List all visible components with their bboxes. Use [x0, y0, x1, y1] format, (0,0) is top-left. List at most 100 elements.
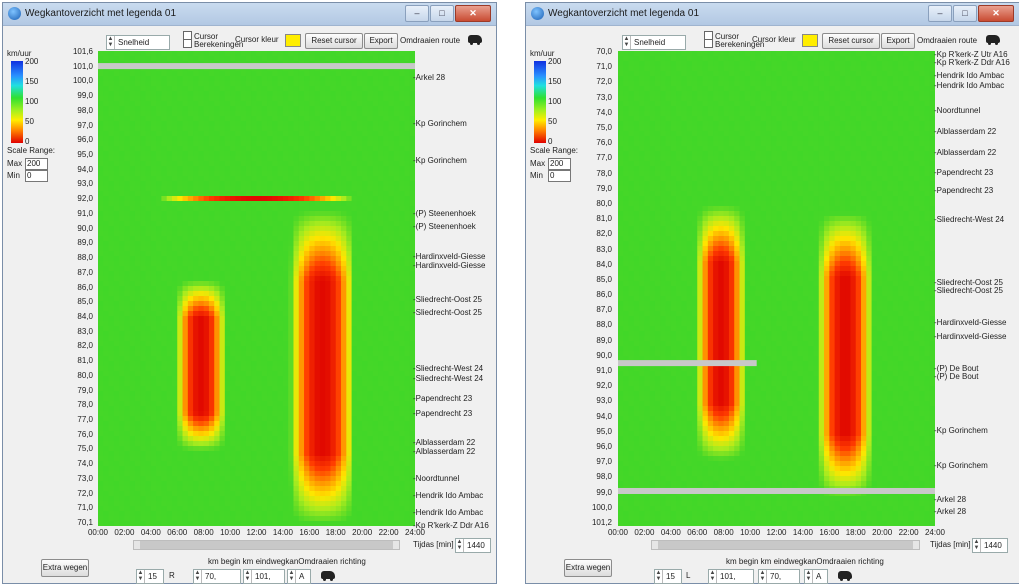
- heatmap-cell: [267, 116, 273, 122]
- heatmap-cell: [409, 396, 415, 402]
- heatmap-cell: [367, 301, 374, 307]
- heatmap-cell: [103, 171, 110, 177]
- heatmap-cell: [208, 236, 215, 242]
- heatmap-cell: [208, 186, 215, 192]
- heatmap-cell: [367, 201, 374, 207]
- heatmap-cell: [256, 201, 263, 207]
- heatmap-cell: [319, 371, 326, 377]
- heatmap-cell: [208, 116, 215, 122]
- heatmap-cell: [214, 386, 221, 392]
- heatmap-cell: [346, 246, 353, 252]
- heatmap-cell: [230, 261, 236, 267]
- heatmap-cell: [272, 261, 279, 267]
- heatmap-cell: [378, 106, 384, 112]
- heatmap-cell: [261, 411, 268, 417]
- heatmap-cell: [409, 151, 415, 157]
- heatmap-cell: [171, 331, 178, 337]
- heatmap-cell: [335, 411, 342, 417]
- heatmap-cell: [404, 146, 411, 152]
- heatmap-cell: [393, 171, 400, 177]
- heatmap-cell: [108, 411, 115, 417]
- heatmap-cell: [98, 426, 104, 432]
- heatmap-cell: [319, 121, 326, 127]
- close-button[interactable]: ✕: [455, 5, 491, 22]
- heatmap-cell: [103, 311, 110, 317]
- heatmap-cell: [399, 351, 406, 357]
- heatmap-cell: [267, 161, 273, 167]
- heatmap-cell: [383, 141, 390, 147]
- heatmap-cell: [177, 311, 184, 317]
- heatmap-cell: [150, 261, 157, 267]
- heatmap-cell: [150, 116, 157, 122]
- heatmap-cell: [98, 51, 104, 57]
- heatmap-cell: [219, 276, 226, 282]
- heatmap-cell: [235, 436, 242, 442]
- heatmap-cell: [103, 216, 110, 222]
- cursor-color-swatch[interactable]: [285, 34, 301, 47]
- heatmap-cell: [224, 326, 231, 332]
- heatmap-cell: [372, 76, 379, 82]
- heatmap-cell: [219, 241, 226, 247]
- heatmap-cell: [388, 281, 395, 287]
- heatmap-cell: [267, 341, 273, 347]
- measure-select[interactable]: ▲ ▼ Snelheid: [106, 35, 170, 50]
- heatmap-cell: [224, 211, 231, 217]
- heatmap-cell: [330, 456, 337, 462]
- heatmap-cell: [171, 381, 178, 387]
- heatmap-cell: [272, 451, 279, 457]
- heatmap-cell: [230, 126, 236, 132]
- max-input[interactable]: 200: [25, 158, 48, 170]
- spinner-arrows-icon[interactable]: ▲ ▼: [107, 36, 115, 49]
- berekeningen-checkbox[interactable]: Berekeningen: [183, 39, 243, 49]
- heatmap-plot[interactable]: [98, 51, 415, 526]
- heatmap-cell: [272, 431, 279, 437]
- heatmap-cell: [208, 156, 215, 162]
- heatmap-cell: [309, 116, 316, 122]
- car-icon[interactable]: [468, 35, 482, 45]
- heatmap-cell: [367, 186, 374, 192]
- heatmap-cell: [293, 131, 300, 137]
- heatmap-cell: [245, 356, 252, 362]
- heatmap-cell: [341, 226, 347, 232]
- heatmap-cell: [393, 356, 400, 362]
- heatmap-cell: [208, 191, 215, 197]
- heatmap-cell: [203, 286, 210, 292]
- heatmap-cell: [378, 231, 384, 237]
- heatmap-cell: [108, 211, 115, 217]
- heatmap-cell: [256, 401, 263, 407]
- heatmap-cell: [119, 326, 126, 332]
- heatmap-cell: [193, 161, 199, 167]
- heatmap-cell: [404, 296, 411, 302]
- heatmap-cell: [298, 286, 305, 292]
- heatmap-cell: [166, 56, 173, 62]
- minimize-button[interactable]: –: [405, 5, 429, 22]
- heatmap-cell: [251, 376, 258, 382]
- heatmap-cell: [314, 246, 321, 252]
- heatmap-cell: [346, 391, 353, 397]
- heatmap-cell: [356, 206, 363, 212]
- heatmap-cell: [134, 296, 141, 302]
- heatmap-cell: [171, 71, 178, 77]
- export-button[interactable]: Export: [364, 33, 398, 49]
- heatmap-cell: [378, 391, 384, 397]
- heatmap-cell: [309, 271, 316, 277]
- heatmap-cell: [119, 226, 126, 232]
- heatmap-cell: [245, 141, 252, 147]
- heatmap-cell: [341, 141, 347, 147]
- heatmap-cell: [272, 281, 279, 287]
- heatmap-cell: [251, 181, 258, 187]
- heatmap-cell: [219, 396, 226, 402]
- heatmap-cell: [325, 426, 332, 432]
- heatmap-cell: [383, 111, 390, 117]
- maximize-button[interactable]: □: [430, 5, 454, 22]
- heatmap-cell: [124, 306, 131, 312]
- heatmap-cell: [235, 301, 242, 307]
- heatmap-cell: [314, 171, 321, 177]
- min-input[interactable]: 0: [25, 170, 48, 182]
- heatmap-cell: [187, 281, 194, 287]
- heatmap-cell: [108, 151, 115, 157]
- heatmap-cell: [235, 161, 242, 167]
- heatmap-cell: [219, 306, 226, 312]
- reset-cursor-button[interactable]: Reset cursor: [305, 33, 363, 49]
- heatmap-cell: [182, 196, 189, 202]
